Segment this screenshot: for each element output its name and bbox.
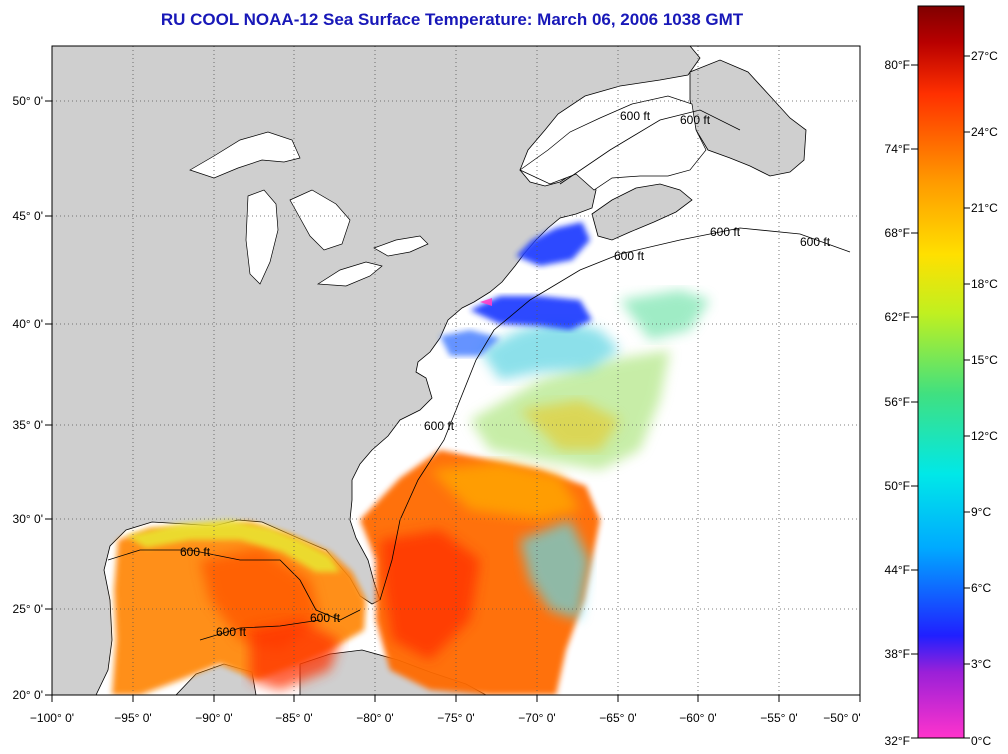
lat-tick-label: 50° 0': [13, 94, 43, 108]
lon-tick-label: −55° 0': [760, 711, 797, 725]
colorbar-c-label: 3°C: [971, 657, 991, 671]
lake-superior: [189, 131, 301, 179]
lake-erie: [316, 261, 383, 287]
contour-labels: 600 ft 600 ft 600 ft 600 ft 600 ft 600 f…: [180, 109, 831, 639]
lat-tick-label: 45° 0': [13, 209, 43, 223]
lon-tick-label: −50° 0': [823, 711, 860, 725]
lake-huron: [289, 189, 351, 251]
lon-tick-label: −70° 0': [518, 711, 555, 725]
colorbar-c-label: 9°C: [971, 505, 991, 519]
newfoundland-land: [689, 59, 807, 177]
colorbar-c-label: 15°C: [971, 353, 998, 367]
lat-tick-label: 40° 0': [13, 317, 43, 331]
lake-michigan: [245, 189, 279, 285]
lake-ontario: [373, 235, 429, 257]
map-title: RU COOL NOAA-12 Sea Surface Temperature:…: [160, 10, 744, 29]
isobath-600ft: [107, 109, 851, 641]
svg-text:600 ft: 600 ft: [614, 249, 645, 263]
gridlines: [52, 46, 860, 695]
colorbar-c-label: 0°C: [971, 734, 991, 748]
axis-ticks: [45, 100, 861, 702]
lon-tick-label: −60° 0': [679, 711, 716, 725]
colorbar-c-label: 24°C: [971, 125, 998, 139]
lon-tick-label: −85° 0': [275, 711, 312, 725]
colorbar-f-label: 32°F: [885, 734, 910, 748]
colorbar-c-label: 18°C: [971, 277, 998, 291]
colorbar-gradient: [917, 5, 965, 739]
colorbar-f-label: 50°F: [885, 479, 910, 493]
svg-text:600 ft: 600 ft: [180, 545, 211, 559]
colorbar-c-label: 21°C: [971, 201, 998, 215]
nova-scotia-land: [591, 183, 693, 241]
lon-tick-label: −90° 0': [195, 711, 232, 725]
lon-tick-labels: −100° 0' −95° 0' −90° 0' −85° 0' −80° 0'…: [30, 711, 861, 725]
colorbar-c-label: 27°C: [971, 49, 998, 63]
svg-text:600 ft: 600 ft: [216, 625, 247, 639]
sst-swath: [112, 222, 710, 695]
colorbar-f-label: 80°F: [885, 58, 910, 72]
lat-tick-labels: 20° 0' 25° 0' 30° 0' 35° 0' 40° 0' 45° 0…: [13, 94, 43, 702]
gulf-st-lawrence: [519, 95, 707, 191]
svg-text:600 ft: 600 ft: [424, 419, 455, 433]
lat-tick-label: 30° 0': [13, 512, 43, 526]
lon-tick-label: −75° 0': [437, 711, 474, 725]
lon-tick-label: −100° 0': [30, 711, 74, 725]
colorbar-f-label: 68°F: [885, 226, 910, 240]
lat-tick-label: 20° 0': [13, 688, 43, 702]
lat-tick-label: 35° 0': [13, 418, 43, 432]
svg-text:600 ft: 600 ft: [680, 113, 711, 127]
colorbar-c-label: 6°C: [971, 581, 991, 595]
lon-tick-label: −95° 0': [114, 711, 151, 725]
lon-tick-label: −80° 0': [356, 711, 393, 725]
svg-text:600 ft: 600 ft: [620, 109, 651, 123]
colorbar-f-label: 56°F: [885, 395, 910, 409]
colorbar-f-label: 74°F: [885, 142, 910, 156]
colorbar-f-label: 38°F: [885, 647, 910, 661]
colorbar: 80°F 74°F 68°F 62°F 56°F 50°F 44°F 38°F …: [885, 5, 998, 748]
colorbar-f-label: 62°F: [885, 310, 910, 324]
svg-text:600 ft: 600 ft: [310, 611, 341, 625]
svg-text:600 ft: 600 ft: [710, 225, 741, 239]
lon-tick-label: −65° 0': [599, 711, 636, 725]
lat-tick-label: 25° 0': [13, 602, 43, 616]
colorbar-c-label: 12°C: [971, 429, 998, 443]
colorbar-f-label: 44°F: [885, 563, 910, 577]
svg-text:600 ft: 600 ft: [800, 235, 831, 249]
